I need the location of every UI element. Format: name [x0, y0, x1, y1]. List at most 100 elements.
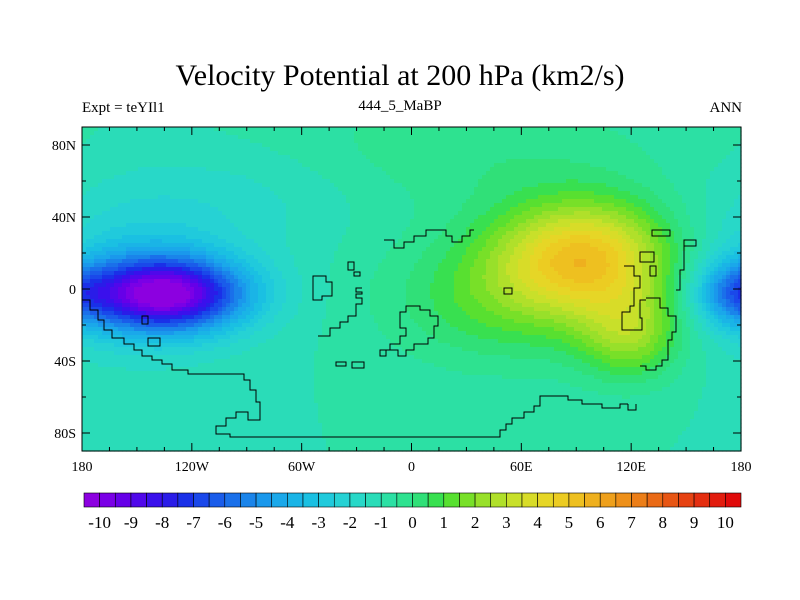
field-cell	[358, 211, 363, 216]
field-cell	[186, 231, 191, 236]
field-cell	[502, 231, 507, 236]
field-cell	[338, 183, 343, 188]
field-cell	[294, 127, 299, 132]
field-cell	[722, 191, 727, 196]
field-cell	[114, 227, 119, 232]
field-cell	[378, 127, 383, 132]
field-cell	[634, 199, 639, 204]
field-cell	[682, 215, 687, 220]
field-cell	[334, 191, 339, 196]
field-cell	[522, 147, 527, 152]
field-cell	[438, 203, 443, 208]
field-cell	[278, 167, 283, 172]
field-cell	[194, 167, 199, 172]
field-cell	[86, 131, 91, 136]
field-cell	[286, 191, 291, 196]
field-cell	[586, 139, 591, 144]
field-cell	[266, 131, 271, 136]
field-cell	[322, 127, 327, 132]
field-cell	[562, 139, 567, 144]
field-cell	[178, 239, 183, 244]
field-cell	[690, 163, 695, 168]
field-cell	[482, 187, 487, 192]
field-cell	[346, 127, 351, 132]
field-cell	[370, 215, 375, 220]
field-cell	[478, 127, 483, 132]
field-cell	[570, 155, 575, 160]
field-cell	[662, 147, 667, 152]
field-cell	[158, 195, 163, 200]
field-cell	[470, 167, 475, 172]
field-cell	[122, 131, 127, 136]
field-cell	[730, 199, 735, 204]
field-cell	[478, 147, 483, 152]
field-cell	[286, 203, 291, 208]
field-cell	[682, 131, 687, 136]
field-cell	[322, 175, 327, 180]
field-cell	[598, 143, 603, 148]
field-cell	[458, 191, 463, 196]
field-cell	[530, 143, 535, 148]
field-cell	[438, 167, 443, 172]
field-cell	[354, 231, 359, 236]
field-cell	[218, 175, 223, 180]
field-cell	[542, 175, 547, 180]
field-cell	[246, 167, 251, 172]
field-cell	[138, 235, 143, 240]
field-cell	[438, 179, 443, 184]
field-cell	[438, 191, 443, 196]
field-cell	[222, 211, 227, 216]
field-cell	[306, 131, 311, 136]
field-cell	[82, 131, 87, 136]
field-cell	[502, 155, 507, 160]
field-cell	[174, 203, 179, 208]
field-cell	[530, 219, 535, 224]
field-cell	[602, 219, 607, 224]
field-cell	[146, 195, 151, 200]
field-cell	[674, 211, 679, 216]
field-cell	[490, 179, 495, 184]
field-cell	[518, 131, 523, 136]
field-cell	[294, 191, 299, 196]
field-cell	[406, 159, 411, 164]
field-cell	[242, 167, 247, 172]
field-cell	[234, 143, 239, 148]
field-cell	[410, 143, 415, 148]
field-cell	[718, 151, 723, 156]
field-cell	[642, 151, 647, 156]
field-cell	[222, 131, 227, 136]
field-cell	[326, 235, 331, 240]
field-cell	[410, 183, 415, 188]
field-cell	[730, 159, 735, 164]
field-cell	[622, 223, 627, 228]
field-cell	[186, 227, 191, 232]
field-cell	[542, 227, 547, 232]
field-cell	[278, 143, 283, 148]
field-cell	[230, 159, 235, 164]
field-cell	[322, 203, 327, 208]
field-cell	[654, 179, 659, 184]
field-cell	[714, 223, 719, 228]
field-cell	[430, 187, 435, 192]
field-cell	[318, 143, 323, 148]
field-cell	[354, 191, 359, 196]
field-cell	[702, 179, 707, 184]
field-cell	[490, 215, 495, 220]
field-cell	[354, 183, 359, 188]
field-cell	[694, 151, 699, 156]
field-cell	[182, 139, 187, 144]
field-cell	[106, 243, 111, 248]
field-cell	[642, 183, 647, 188]
field-cell	[266, 199, 271, 204]
field-cell	[694, 131, 699, 136]
field-cell	[726, 175, 731, 180]
field-cell	[338, 135, 343, 140]
field-cell	[654, 143, 659, 148]
field-cell	[154, 199, 159, 204]
field-cell	[138, 199, 143, 204]
field-cell	[678, 203, 683, 208]
field-cell	[490, 147, 495, 152]
field-cell	[574, 155, 579, 160]
field-cell	[222, 127, 227, 132]
field-cell	[150, 219, 155, 224]
